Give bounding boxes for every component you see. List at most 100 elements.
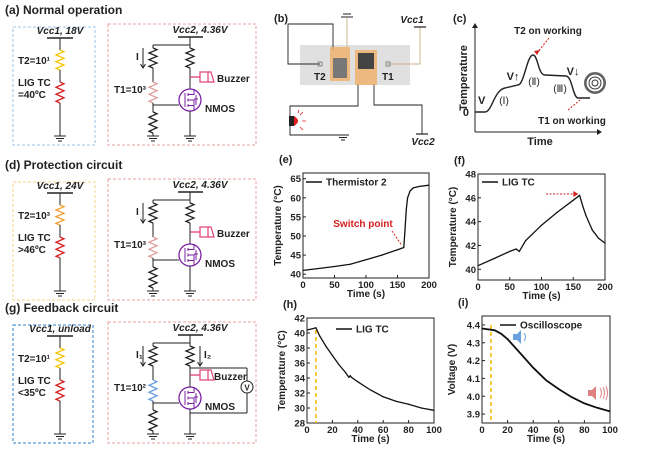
- led-base: [289, 116, 294, 126]
- data-point: [433, 409, 435, 411]
- legend-label: Oscilloscope: [520, 321, 583, 332]
- buzzer-body: [199, 369, 209, 381]
- data-point: [596, 407, 598, 409]
- v-down-label: V↓: [567, 66, 580, 78]
- lig-tc-label: LIG TC: [18, 233, 51, 244]
- y-tick-label: 28: [294, 419, 305, 430]
- voltmeter: V: [190, 367, 254, 414]
- lig-tc-resistor: [54, 81, 66, 104]
- ground-icon: [54, 433, 66, 440]
- device-layout-panel: (b) T2 T1 Vcc1 Vcc2: [274, 13, 435, 148]
- legend-label: LIG TC: [356, 325, 389, 336]
- ground-icon: [147, 290, 159, 297]
- vcc1-label: Vcc1, 18V: [37, 26, 85, 37]
- arrowhead: [140, 361, 146, 367]
- buzzer-horn: [208, 71, 215, 83]
- speaker: [588, 386, 596, 400]
- x-axis-label: Time (s): [351, 434, 389, 445]
- data-point: [428, 184, 430, 186]
- sound-wave: [602, 386, 605, 400]
- buzzer-label: Buzzer: [217, 229, 250, 240]
- t2-label: T2: [314, 72, 326, 83]
- data-point: [405, 208, 407, 210]
- data-point: [302, 269, 304, 271]
- buzzer-rim: [584, 72, 606, 94]
- ground-icon: [184, 135, 196, 142]
- resistor: [147, 345, 159, 367]
- led-rays: [297, 109, 306, 131]
- data-point: [481, 327, 483, 330]
- buzzer-label: Buzzer: [214, 372, 247, 383]
- data-point: [318, 267, 320, 270]
- t2-label: T2=10¹: [18, 354, 51, 365]
- x-axis-label: Time (s): [347, 289, 385, 300]
- y-tick-label: 3.9: [467, 410, 480, 421]
- y-axis-label: Voltage (V): [447, 344, 458, 395]
- thermistor-t2: [54, 347, 66, 369]
- t2-sensor: [333, 58, 347, 78]
- x-tick-label: 50: [504, 282, 515, 293]
- data-point: [525, 240, 527, 242]
- data-point: [306, 329, 308, 331]
- lig-tc-condition: =40ºC: [18, 90, 46, 101]
- y-axis-label: Temperature (°C): [448, 187, 459, 268]
- data-point: [509, 250, 511, 253]
- x-tick-label: 150: [565, 282, 581, 293]
- data-point: [515, 248, 517, 250]
- resistor: [184, 47, 196, 69]
- resistor: [147, 47, 159, 69]
- chart-f: (f) 0 50 100 150 200 40 42 44 46 48 Time (s) Tempera…: [448, 155, 613, 302]
- buzzer-label: Buzzer: [217, 74, 250, 85]
- data-point: [519, 352, 522, 355]
- data-point: [315, 327, 317, 329]
- y-tick-label: 60: [290, 193, 301, 204]
- panel-title: (i): [458, 297, 469, 309]
- y-tick-label: 42: [294, 314, 305, 325]
- led-bulb: [294, 116, 298, 126]
- x-axis-label: Time (s): [527, 434, 565, 445]
- x-tick-label: 40: [528, 425, 539, 436]
- data-point: [412, 187, 414, 189]
- y-tick-label: 40: [465, 265, 476, 276]
- data-point: [395, 400, 397, 402]
- wire: [289, 84, 359, 136]
- buzzer-circuit-box: [107, 321, 257, 444]
- data-point: [406, 197, 409, 199]
- data-point: [579, 194, 581, 197]
- y-tick-label: 48: [465, 170, 476, 181]
- data-point: [381, 254, 383, 256]
- series-line: [306, 327, 435, 411]
- chart-e: (e) 0 50 100 150 200 40 45 50 55 60 65 Time (s) Tempe…: [273, 154, 437, 300]
- arrowhead: [140, 63, 146, 69]
- x-tick-label: 0: [475, 282, 480, 293]
- y-tick-label: 40: [290, 270, 301, 281]
- y-tick-label: 4.1: [467, 374, 481, 385]
- current-label: I: [136, 52, 139, 63]
- y-tick-label: 30: [294, 404, 305, 415]
- data-point: [500, 333, 502, 335]
- data-point: [396, 249, 399, 251]
- stage3-label: (Ⅲ): [553, 84, 567, 95]
- data-point: [382, 396, 384, 398]
- data-point: [572, 199, 574, 201]
- sound-wave: [599, 387, 602, 399]
- y-tick-label: 46: [465, 193, 476, 204]
- x-tick-label: 60: [554, 425, 565, 436]
- x-tick-label: 100: [602, 425, 618, 436]
- y-tick-label: 36: [294, 359, 305, 370]
- t1-label: T1=10³: [114, 85, 147, 96]
- ground-icon: [54, 135, 66, 142]
- legend-label: LIG TC: [502, 178, 535, 189]
- y-tick-label: 4.3: [467, 338, 480, 349]
- x-tick-label: 150: [390, 280, 406, 291]
- t1-label: T1: [382, 72, 394, 83]
- sound-wave: [605, 385, 608, 401]
- data-point: [598, 237, 600, 239]
- y-tick-label: 40: [294, 329, 305, 340]
- sound-wave: [523, 332, 526, 342]
- y-axis-label: Temperature: [458, 45, 470, 111]
- x-tick-label: 0: [304, 425, 309, 436]
- x-axis-label: Time: [527, 136, 552, 148]
- panel-title: (c): [453, 13, 467, 25]
- y-tick-label: 4.0: [467, 392, 480, 403]
